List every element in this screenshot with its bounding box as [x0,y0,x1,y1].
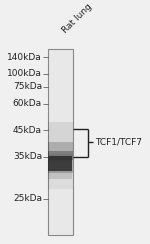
Bar [48,173,73,189]
Text: 35kDa: 35kDa [13,152,42,161]
Bar [48,122,73,142]
Bar [48,189,73,235]
Bar [48,155,72,171]
Bar [48,151,73,160]
Text: 100kDa: 100kDa [7,69,42,78]
Text: TCF1/TCF7: TCF1/TCF7 [95,138,142,147]
Bar [48,160,73,173]
Bar [48,49,73,122]
Bar [48,154,72,163]
Text: 60kDa: 60kDa [13,99,42,108]
Text: 140kDa: 140kDa [7,53,42,61]
Bar [48,170,72,179]
Text: 25kDa: 25kDa [13,194,42,203]
Bar [48,49,73,235]
Text: Rat lung: Rat lung [60,2,93,35]
Bar [48,142,73,151]
Text: 45kDa: 45kDa [13,126,42,135]
Text: 75kDa: 75kDa [13,82,42,92]
